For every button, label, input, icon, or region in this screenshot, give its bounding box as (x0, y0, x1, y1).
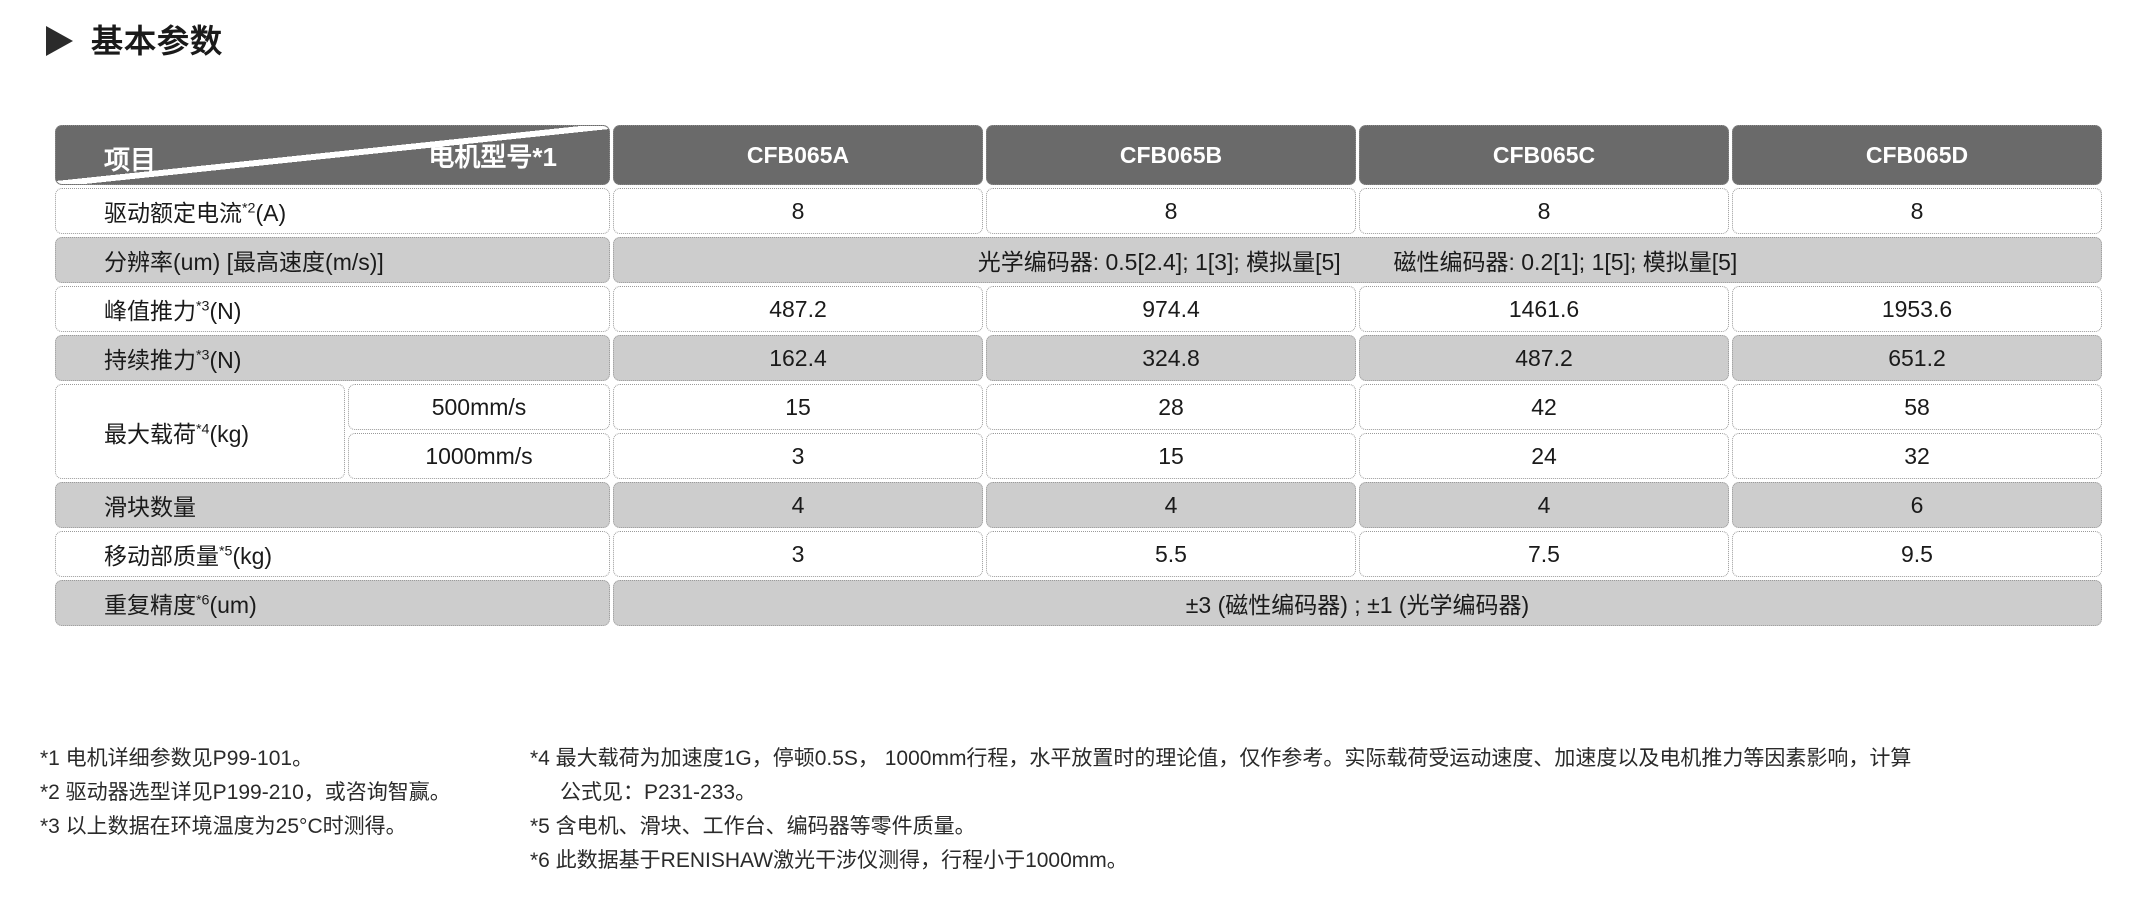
column-header-cfb065a: CFB065A (613, 125, 983, 185)
cell-value: 42 (1359, 384, 1729, 430)
cell-value: 651.2 (1732, 335, 2102, 381)
cell-value: 1461.6 (1359, 286, 1729, 332)
column-header-cfb065b: CFB065B (986, 125, 1356, 185)
row-label-unit: (N) (209, 347, 242, 373)
cell-value: 8 (1359, 188, 1729, 234)
row-label-continuous-thrust: 持续推力*3(N) (55, 335, 610, 381)
cell-value: 5.5 (986, 531, 1356, 577)
row-label-unit: (kg) (209, 420, 250, 447)
row-label-resolution: 分辨率(um) [最高速度(m/s)] (55, 237, 610, 283)
cell-value: 487.2 (613, 286, 983, 332)
row-label-max-load: 最大载荷*4(kg) (55, 384, 345, 479)
cell-value: 8 (1732, 188, 2102, 234)
footnote-4-continued: 公式见：P231-233。 (560, 781, 757, 805)
row-label-unit: (um) (209, 592, 257, 618)
row-label-sup: *6 (196, 592, 210, 609)
cell-value: 15 (986, 433, 1356, 479)
cell-value: 7.5 (1359, 531, 1729, 577)
spec-table: 项目 电机型号*1 CFB065A CFB065B CFB065C CFB065… (52, 122, 2105, 629)
row-label-sup: *2 (242, 200, 256, 217)
header-item-label: 项目 (104, 145, 157, 175)
row-label-text: 峰值推力 (104, 298, 196, 324)
row-label-text: 驱动额定电流 (104, 200, 242, 226)
cell-value: 3 (613, 531, 983, 577)
table-row: 持续推力*3(N) 162.4 324.8 487.2 651.2 (55, 335, 2102, 381)
cell-value: 6 (1732, 482, 2102, 528)
cell-value: 9.5 (1732, 531, 2102, 577)
row-label-text: 重复精度 (104, 592, 196, 618)
table-row: 峰值推力*3(N) 487.2 974.4 1461.6 1953.6 (55, 286, 2102, 332)
row-label-sup: *4 (196, 420, 210, 437)
cell-value-resolution-span: 光学编码器: 0.5[2.4]; 1[3]; 模拟量[5] 磁性编码器: 0.2… (613, 237, 2102, 283)
row-label-text: 分辨率(um) [最高速度(m/s)] (104, 249, 384, 275)
row-label-text: 最大载荷 (104, 420, 196, 447)
footnote-1: *1 电机详细参数见P99-101。 (40, 747, 314, 770)
cell-value: 15 (613, 384, 983, 430)
section-header: 基本参数 (46, 25, 223, 57)
cell-value: 1953.6 (1732, 286, 2102, 332)
cell-value: 24 (1359, 433, 1729, 479)
row-label-text: 持续推力 (104, 347, 196, 373)
cell-value: 162.4 (613, 335, 983, 381)
footnotes-left-column: *1 电机详细参数见P99-101。 *2 驱动器选型详见P199-210，或咨… (40, 742, 530, 878)
row-label-unit: (kg) (232, 543, 273, 569)
cell-value: 487.2 (1359, 335, 1729, 381)
cell-value: 8 (613, 188, 983, 234)
table-header-row: 项目 电机型号*1 CFB065A CFB065B CFB065C CFB065… (55, 125, 2102, 185)
footnote-2: *2 驱动器选型详见P199-210，或咨询智赢。 (40, 781, 451, 805)
footnote-3: *3 以上数据在环境温度为25°C时测得。 (40, 815, 407, 839)
table-row: 1000mm/s 3 15 24 32 (55, 433, 2102, 479)
table-row: 滑块数量 4 4 4 6 (55, 482, 2102, 528)
cell-value: 324.8 (986, 335, 1356, 381)
optical-encoder-spec: 光学编码器: 0.5[2.4]; 1[3]; 模拟量[5] (977, 249, 1341, 275)
row-label-sup: *3 (196, 298, 210, 315)
cell-value: 4 (986, 482, 1356, 528)
cell-value-repeatability-span: ±3 (磁性编码器) ; ±1 (光学编码器) (613, 580, 2102, 626)
row-label-moving-mass: 移动部质量*5(kg) (55, 531, 610, 577)
row-label-drive-rated-current: 驱动额定电流*2(A) (55, 188, 610, 234)
row-label-unit: (N) (209, 298, 242, 324)
cell-value: 3 (613, 433, 983, 479)
row-label-slider-count: 滑块数量 (55, 482, 610, 528)
cell-value: 4 (613, 482, 983, 528)
footnotes: *1 电机详细参数见P99-101。 *2 驱动器选型详见P199-210，或咨… (40, 742, 2120, 878)
cell-value: 974.4 (986, 286, 1356, 332)
header-corner-cell: 项目 电机型号*1 (55, 125, 610, 185)
column-header-cfb065c: CFB065C (1359, 125, 1729, 185)
sub-row-label-500mms: 500mm/s (348, 384, 610, 430)
magnetic-encoder-spec: 磁性编码器: 0.2[1]; 1[5]; 模拟量[5] (1393, 249, 1738, 275)
row-label-sup: *3 (196, 347, 210, 364)
row-label-repeatability: 重复精度*6(um) (55, 580, 610, 626)
page-title: 基本参数 (91, 23, 224, 59)
table-row: 驱动额定电流*2(A) 8 8 8 8 (55, 188, 2102, 234)
cell-value: 4 (1359, 482, 1729, 528)
footnote-4: *4 最大载荷为加速度1G，停顿0.5S， 1000mm行程，水平放置时的理论值… (530, 747, 1912, 770)
row-label-text: 移动部质量 (104, 543, 219, 569)
row-label-sup: *5 (219, 543, 233, 560)
footnotes-right-column: *4 最大载荷为加速度1G，停顿0.5S， 1000mm行程，水平放置时的理论值… (530, 742, 2120, 878)
header-motor-model-label: 电机型号*1 (428, 142, 557, 172)
table-row: 最大载荷*4(kg) 500mm/s 15 28 42 58 (55, 384, 2102, 479)
triangle-right-icon (46, 26, 73, 56)
footnote-6: *6 此数据基于RENISHAW激光干涉仪测得，行程小于1000mm。 (530, 849, 1128, 873)
cell-value: 8 (986, 188, 1356, 234)
footnote-5: *5 含电机、滑块、工作台、编码器等零件质量。 (530, 815, 976, 839)
column-header-cfb065d: CFB065D (1732, 125, 2102, 185)
cell-value: 58 (1732, 384, 2102, 430)
cell-value: 32 (1732, 433, 2102, 479)
sub-row-label-1000mms: 1000mm/s (348, 433, 610, 479)
row-label-text: 滑块数量 (104, 494, 196, 520)
cell-value: 28 (986, 384, 1356, 430)
table-row: 分辨率(um) [最高速度(m/s)] 光学编码器: 0.5[2.4]; 1[3… (55, 237, 2102, 283)
row-label-peak-thrust: 峰值推力*3(N) (55, 286, 610, 332)
row-label-unit: (A) (255, 200, 287, 226)
table-row: 移动部质量*5(kg) 3 5.5 7.5 9.5 (55, 531, 2102, 577)
table-row: 重复精度*6(um) ±3 (磁性编码器) ; ±1 (光学编码器) (55, 580, 2102, 626)
